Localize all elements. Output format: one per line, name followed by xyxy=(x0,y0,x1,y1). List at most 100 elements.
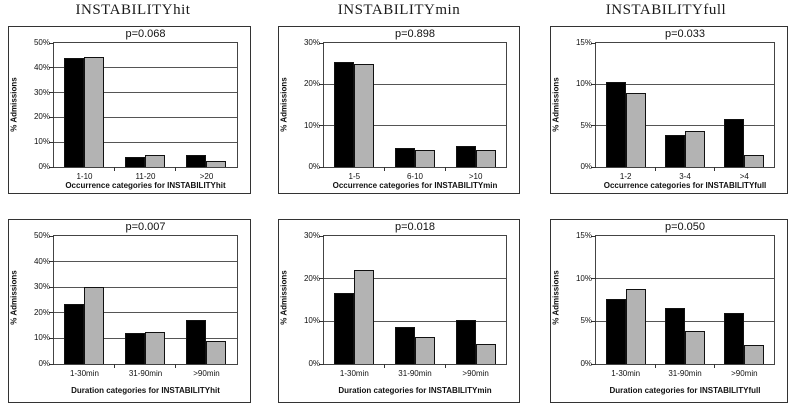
gridline xyxy=(596,278,774,280)
bar-black xyxy=(186,319,207,364)
bar-gray xyxy=(145,331,166,364)
cell-top-middle: INSTABILITYmin p=0.898 % Admissions 0% 10… xyxy=(266,0,532,205)
y-tick-label: 0% xyxy=(580,162,592,171)
y-tick-mark xyxy=(49,286,54,288)
x-category-label: 31-90min xyxy=(128,369,163,378)
y-tick-label: 10% xyxy=(575,273,592,283)
bar-gray xyxy=(145,155,166,167)
y-tick-mark xyxy=(49,261,54,263)
bar-black xyxy=(724,312,745,364)
p-value-label: p=0.050 xyxy=(664,221,706,233)
y-tick-label: 10% xyxy=(303,120,320,130)
gridline xyxy=(54,116,237,118)
y-tick-label: 20% xyxy=(303,273,320,283)
p-value-label: p=0.898 xyxy=(394,28,436,40)
y-tick-mark xyxy=(49,166,54,168)
y-tick-label: 20% xyxy=(33,307,50,317)
y-tick-mark xyxy=(591,363,596,365)
x-axis-title: Occurrence categories for INSTABILITYhit xyxy=(65,181,226,190)
y-tick-mark xyxy=(49,235,54,237)
bar-group xyxy=(54,43,115,167)
bar-gray xyxy=(84,287,105,364)
bar-black xyxy=(186,154,207,167)
x-tick-mark xyxy=(444,364,446,368)
y-tick-label: 0% xyxy=(580,359,592,368)
y-tick-mark xyxy=(319,235,324,237)
y-tick-label: 30% xyxy=(33,87,50,97)
x-category-label: 11-20 xyxy=(135,172,156,181)
y-tick-label: 40% xyxy=(33,256,50,266)
cell-top-left: INSTABILITYhit p=0.068 % Admissions 0% 10… xyxy=(0,0,266,205)
p-value-label: p=0.033 xyxy=(664,28,706,40)
x-category-label: 31-90min xyxy=(668,369,702,378)
y-tick-label: 0% xyxy=(308,359,320,368)
bar-group xyxy=(655,43,714,167)
x-category-label: 6-10 xyxy=(406,172,423,181)
bar-black xyxy=(64,303,85,364)
bar-black xyxy=(394,326,415,364)
y-tick-label: 15% xyxy=(575,38,592,47)
gridline xyxy=(324,320,506,322)
bar-gray xyxy=(744,155,765,167)
bar-gray xyxy=(206,341,227,364)
y-tick-mark xyxy=(49,141,54,143)
cell-bottom-middle: p=0.018 % Admissions 0% 10% 20% 30% 1-30min 3… xyxy=(266,205,532,411)
bar-group xyxy=(445,236,506,364)
y-tick-mark xyxy=(49,312,54,314)
p-value-label: p=0.007 xyxy=(125,221,166,233)
x-category-label: >90min xyxy=(193,369,220,378)
x-tick-mark xyxy=(654,167,656,171)
bar-gray xyxy=(684,131,705,167)
bar-black xyxy=(455,146,476,167)
y-tick-mark xyxy=(591,83,596,85)
x-category-label: 1-2 xyxy=(619,172,632,181)
x-tick-mark xyxy=(384,167,386,171)
bar-group xyxy=(115,43,176,167)
chart-occurrence-instabilityhit: p=0.068 % Admissions 0% 10% 20% 30% 40% 50% 1-… xyxy=(8,26,251,194)
gridline xyxy=(596,125,774,127)
bar-black xyxy=(125,157,146,167)
gridline xyxy=(324,83,506,85)
plot-area: 0% 10% 20% 30% 1-30min 31-90min >90min xyxy=(304,231,507,378)
y-tick-mark xyxy=(591,166,596,168)
y-tick-label: 30% xyxy=(303,38,320,47)
bar-gray xyxy=(414,149,435,167)
y-tick-label: 30% xyxy=(33,282,50,292)
y-tick-label: 10% xyxy=(33,333,50,343)
plot-area: 0% 5% 10% 15% 1-2 3-4 >4 xyxy=(576,38,775,181)
gridline xyxy=(324,125,506,127)
y-tick-mark xyxy=(49,363,54,365)
y-tick-mark xyxy=(49,42,54,44)
y-tick-mark xyxy=(319,363,324,365)
bar-group xyxy=(115,236,176,364)
gridline xyxy=(54,312,237,314)
x-axis-title: Occurrence categories for INSTABILITYful… xyxy=(603,181,767,190)
x-axis-title: Duration categories for INSTABILITYfull xyxy=(609,386,761,395)
bar-group xyxy=(54,236,115,364)
y-tick-label: 30% xyxy=(303,231,320,240)
bar-gray xyxy=(475,343,496,364)
bar-gray xyxy=(354,270,375,364)
y-axis-title: % Admissions xyxy=(551,270,561,325)
y-tick-mark xyxy=(49,337,54,339)
x-category-label: 1-30min xyxy=(70,369,99,378)
plot-area: 0% 10% 20% 30% 1-5 6-10 >10 xyxy=(304,38,507,181)
gridline xyxy=(596,83,774,85)
figure-title-hit: INSTABILITYhit xyxy=(75,2,191,18)
bar-group xyxy=(596,43,655,167)
y-tick-mark xyxy=(591,235,596,237)
bar-black xyxy=(334,293,355,364)
y-tick-label: 40% xyxy=(33,62,50,72)
bar-gray xyxy=(475,150,496,167)
x-tick-mark xyxy=(175,167,177,171)
x-axis-title: Duration categories for INSTABILITYmin xyxy=(338,386,492,395)
chart-duration-instabilityhit: p=0.007 % Admissions 0% 10% 20% 30% 40% 50% 1-… xyxy=(8,219,251,403)
x-category-label: >4 xyxy=(739,172,749,181)
plot-area: 0% 5% 10% 15% 1-30min 31-90min >90min xyxy=(576,231,775,378)
cell-bottom-right: p=0.050 % Admissions 0% 5% 10% 15% 1-30min 31… xyxy=(532,205,800,411)
x-tick-mark xyxy=(654,364,656,368)
x-category-label: >90min xyxy=(462,369,489,378)
x-tick-mark xyxy=(444,167,446,171)
y-tick-mark xyxy=(591,125,596,127)
